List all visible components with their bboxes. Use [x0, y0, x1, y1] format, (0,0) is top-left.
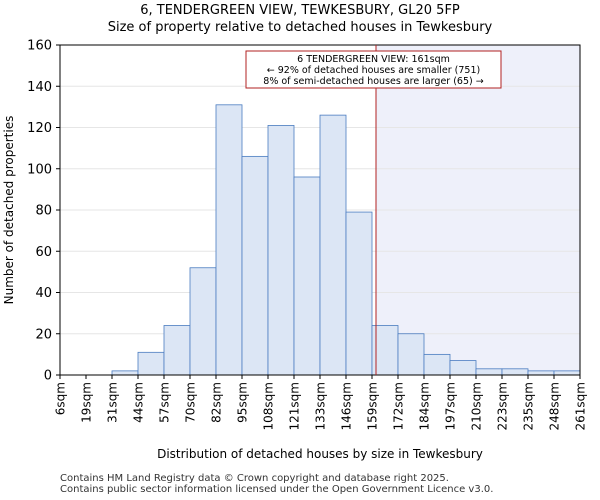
x-tick-label: 184sqm	[418, 382, 432, 430]
histogram-bar	[163, 325, 191, 376]
histogram-bar	[449, 360, 477, 376]
y-tick-label: 0	[44, 369, 52, 384]
histogram-bar	[501, 368, 529, 376]
annotation-line-2: ← 92% of detached houses are smaller (75…	[267, 65, 480, 76]
y-tick-label: 100	[27, 162, 52, 177]
x-tick-label: 70sqm	[184, 382, 198, 423]
y-tick-label: 80	[35, 204, 52, 219]
histogram-bar	[423, 353, 451, 376]
x-tick-label: 108sqm	[262, 382, 276, 430]
x-tick-label: 31sqm	[106, 382, 120, 423]
chart-subtitle: Size of property relative to detached ho…	[107, 20, 493, 35]
histogram-bar	[293, 176, 321, 376]
x-tick-label: 223sqm	[496, 382, 510, 430]
histogram-chart: 0 20 40 60 80 100 120 140 160 6sqm 19sqm 31sqm 44sqm…	[2, 39, 588, 462]
x-tick-label: 172sqm	[392, 382, 406, 430]
y-tick-label: 160	[27, 39, 52, 54]
histogram-bar	[111, 370, 139, 376]
x-tick-label: 210sqm	[470, 382, 484, 430]
histogram-bar	[267, 125, 295, 376]
annotation-line-3: 8% of semi-detached houses are larger (6…	[263, 76, 483, 87]
annotation-box	[245, 50, 502, 89]
annotation-line-1: 6 TENDERGREEN VIEW: 161sqm	[297, 54, 450, 65]
x-tick-label: 19sqm	[80, 382, 94, 423]
y-tick-label: 60	[35, 245, 52, 260]
x-tick-label: 235sqm	[522, 382, 536, 430]
y-tick-label: 20	[35, 327, 52, 342]
x-tick-label: 44sqm	[132, 382, 146, 423]
footer-licence: Contains public sector information licen…	[60, 484, 494, 495]
histogram-bar	[397, 333, 425, 376]
x-tick-label: 261sqm	[574, 382, 588, 430]
x-tick-label: 159sqm	[366, 382, 380, 430]
x-tick-label: 82sqm	[210, 382, 224, 423]
histogram-bar	[137, 351, 165, 376]
histogram-bar	[215, 104, 243, 376]
histogram-bar	[553, 370, 581, 376]
histogram-bar	[241, 155, 269, 376]
x-tick-label: 57sqm	[158, 382, 172, 423]
y-tick-label: 140	[27, 80, 52, 95]
histogram-bar	[189, 267, 217, 376]
footer-copyright: Contains HM Land Registry data © Crown c…	[60, 473, 449, 484]
x-axis-label: Distribution of detached houses by size …	[157, 447, 483, 461]
histogram-bar	[345, 211, 373, 376]
histogram-bar	[319, 114, 347, 376]
y-axis-label: Number of detached properties	[2, 116, 16, 305]
x-tick-label: 197sqm	[444, 382, 458, 430]
x-tick-label: 248sqm	[548, 382, 562, 430]
y-tick-label: 120	[27, 121, 52, 136]
y-tick-label: 40	[35, 286, 52, 301]
histogram-bar	[475, 368, 503, 376]
histogram-bar	[527, 370, 555, 376]
x-tick-label: 6sqm	[54, 382, 68, 415]
x-tick-label: 133sqm	[314, 382, 328, 430]
x-tick-label: 95sqm	[236, 382, 250, 423]
chart-title: 6, TENDERGREEN VIEW, TEWKESBURY, GL20 5F…	[140, 3, 460, 18]
x-tick-label: 146sqm	[340, 382, 354, 430]
x-tick-label: 121sqm	[288, 382, 302, 430]
